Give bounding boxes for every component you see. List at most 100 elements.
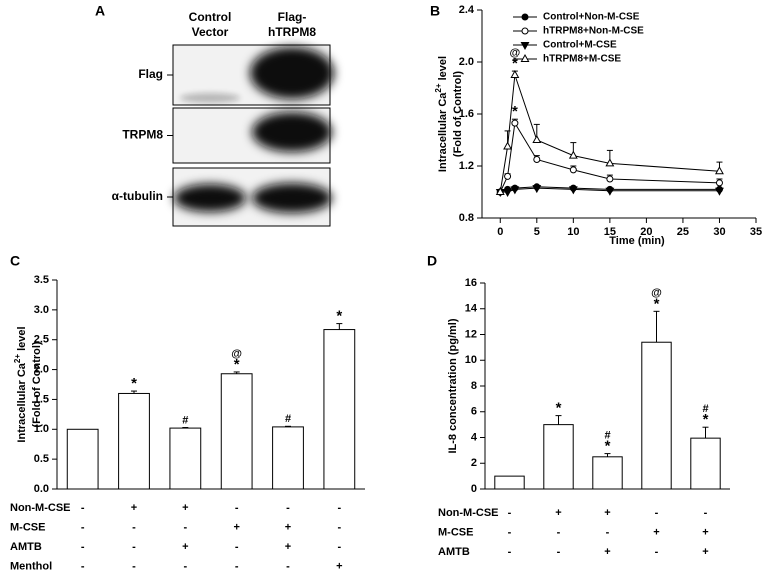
y-tick-label: 10 — [465, 354, 477, 366]
y-tick-label: 2.0 — [459, 56, 474, 68]
condition-sign: + — [653, 526, 659, 538]
y-axis-label-part: 2+ — [434, 83, 443, 92]
condition-sign: - — [235, 502, 239, 514]
bar — [66, 428, 99, 490]
x-axis-label: Time (min) — [609, 235, 665, 247]
y-tick-label: 6 — [471, 406, 477, 418]
y-axis-label-part: level — [437, 56, 449, 84]
condition-sign: - — [557, 526, 561, 538]
bar — [220, 373, 253, 490]
y-axis-label-part: IL-8 concentration (pg/ml) — [447, 318, 459, 453]
condition-sign: - — [508, 546, 512, 558]
point — [605, 187, 615, 196]
condition-sign: - — [286, 560, 290, 572]
blot-band — [252, 183, 332, 213]
condition-sign: + — [182, 541, 188, 553]
significance-mark: * — [512, 103, 518, 120]
condition-sign: - — [508, 526, 512, 538]
condition-sign: - — [337, 521, 341, 533]
point — [532, 185, 542, 194]
y-tick-label: 1.2 — [459, 160, 474, 172]
condition-sign: - — [286, 502, 290, 514]
bar — [641, 341, 672, 490]
y-axis-label: Intracellular Ca2+ level — [434, 56, 449, 172]
significance-mark: * — [654, 295, 660, 312]
point — [510, 186, 520, 195]
y-tick-label: 8 — [471, 380, 477, 392]
y-tick-label: 0.0 — [34, 483, 49, 495]
condition-label: AMTB — [10, 541, 42, 553]
y-axis-label-part: Intracellular Ca — [437, 92, 449, 172]
bar — [118, 392, 150, 490]
point — [568, 186, 578, 195]
panel-letter: D — [427, 253, 437, 269]
y-tick-label: 3.0 — [34, 304, 49, 316]
significance-mark: @ — [231, 348, 242, 360]
y-tick-label: 2.5 — [34, 334, 49, 346]
y-tick-label: 12 — [465, 328, 477, 340]
condition-sign: - — [81, 560, 85, 572]
condition-sign: - — [337, 502, 341, 514]
condition-sign: - — [337, 541, 341, 553]
y-tick-label: 2 — [471, 457, 477, 469]
y-tick-label: 0.8 — [459, 212, 474, 224]
bar — [272, 426, 304, 490]
y-tick-label: 0.5 — [34, 453, 49, 465]
legend-marker — [520, 53, 530, 62]
point — [503, 141, 513, 150]
y-tick-label: 0 — [471, 483, 477, 495]
y-tick-label: 3.5 — [34, 274, 49, 286]
y-tick-label: 1.5 — [34, 393, 49, 405]
y-axis-label: Intracellular Ca2+ level — [13, 326, 28, 442]
significance-mark: @ — [510, 47, 521, 59]
point — [495, 186, 505, 195]
point — [503, 189, 513, 198]
bar — [323, 329, 356, 490]
bar — [543, 424, 574, 490]
significance-mark: * — [131, 375, 137, 392]
row-label: TRPM8 — [122, 128, 163, 142]
legend-label: hTRPM8+M-CSE — [543, 54, 621, 65]
panel-letter: B — [430, 3, 440, 19]
x-tick-label: 10 — [567, 226, 579, 238]
y-tick-label: 16 — [465, 277, 477, 289]
condition-sign: + — [604, 507, 610, 519]
condition-sign: - — [508, 507, 512, 519]
condition-sign: - — [183, 560, 187, 572]
condition-sign: - — [132, 560, 136, 572]
condition-sign: + — [233, 521, 239, 533]
condition-label: Menthol — [10, 560, 52, 572]
legend-marker — [521, 13, 529, 21]
significance-mark: * — [336, 308, 342, 325]
point — [532, 134, 542, 143]
condition-sign: - — [655, 507, 659, 519]
condition-sign: - — [183, 521, 187, 533]
point — [715, 166, 724, 175]
significance-mark: * — [234, 356, 240, 373]
x-tick-label: 30 — [713, 226, 725, 238]
blot-band — [250, 47, 334, 99]
y-axis-label-part: (Fold of Control) — [31, 341, 43, 427]
point — [510, 69, 520, 78]
point — [533, 156, 541, 163]
point — [504, 172, 512, 180]
point — [715, 187, 724, 196]
significance-mark: * — [556, 400, 562, 417]
x-tick-label: 5 — [534, 226, 540, 238]
y-tick-label: 4 — [471, 431, 478, 443]
condition-sign: + — [182, 502, 188, 514]
panel-letter: C — [10, 253, 20, 269]
significance-mark: * — [605, 438, 611, 455]
condition-sign: - — [81, 541, 85, 553]
point — [511, 119, 519, 127]
point — [605, 158, 615, 167]
legend-marker — [521, 27, 529, 35]
y-tick-label: 2.4 — [459, 4, 475, 16]
legend-marker — [520, 42, 530, 51]
condition-sign: - — [557, 546, 561, 558]
panel-letter: A — [95, 3, 105, 19]
condition-sign: - — [655, 546, 659, 558]
row-label: α-tubulin — [112, 189, 163, 203]
condition-sign: + — [131, 502, 137, 514]
point — [568, 150, 578, 159]
